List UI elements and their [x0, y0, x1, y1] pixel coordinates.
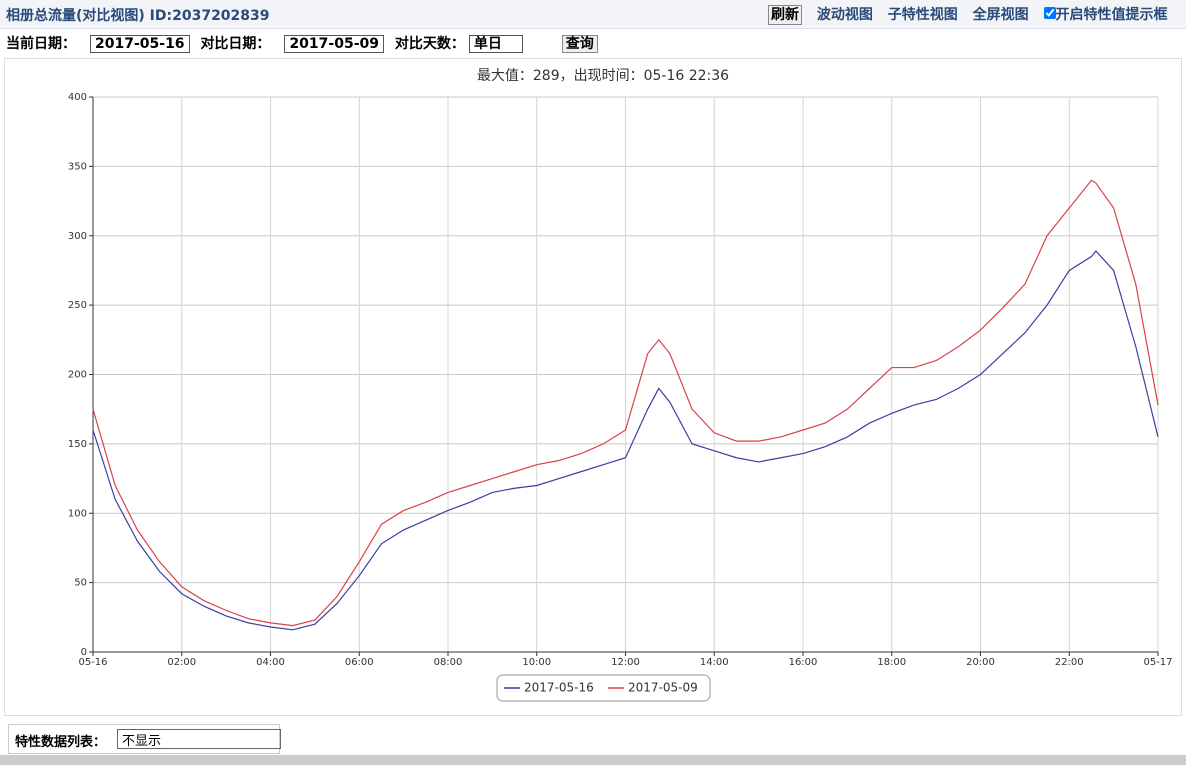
page-title: 相册总流量(对比视图) ID:2037202839 — [6, 8, 270, 24]
x-tick-label: 02:00 — [167, 657, 196, 668]
y-tick-label: 100 — [68, 508, 87, 519]
x-tick-label: 04:00 — [256, 657, 285, 668]
chart: 最大值：289，出现时间：05-16 22:36 0 50 100 150 200 250… — [68, 68, 1173, 702]
y-tick-label: 0 — [81, 647, 87, 658]
chart-panel — [4, 58, 1182, 716]
label: 对比日期： — [200, 36, 271, 52]
footer-label: 特性数据列表： — [15, 735, 107, 750]
x-tick-label: 18:00 — [877, 657, 906, 668]
y-tick-label: 50 — [74, 578, 87, 589]
tooltip-checkbox[interactable] — [1043, 7, 1056, 19]
label: 当前日期： — [6, 36, 76, 52]
x-tick-label: 05-17 — [1143, 657, 1172, 668]
line-series — [92, 179, 1159, 627]
x-tick-label: 16:00 — [789, 657, 818, 668]
view-link[interactable]: 波动视图 — [816, 7, 873, 23]
controls: 当前日期： 2017-05-16 对比日期： 2017-05-09 对比天数： 单日 … — [6, 33, 598, 53]
list-select[interactable]: 不显示 — [117, 729, 281, 749]
view-link[interactable]: 子特性视图 — [887, 7, 958, 23]
checkbox-label: 开启特性值提示框 — [1055, 7, 1168, 23]
y-tick-label: 300 — [68, 231, 87, 242]
x-tick-label: 14:00 — [700, 657, 729, 668]
view-link[interactable]: 全屏视图 — [972, 7, 1029, 23]
top-bar: 相册总流量(对比视图) ID:2037202839 刷新 波动视图 子特性视图 … — [0, 0, 1186, 29]
footer: 特性数据列表： 不显示 — [8, 724, 281, 754]
chart-subtitle: 最大值：289，出现时间：05-16 22:36 — [477, 68, 729, 84]
x-tick-label: 05-16 — [78, 657, 107, 668]
y-tick-label: 400 — [68, 92, 87, 103]
scroll-bar — [0, 755, 1186, 765]
date-input[interactable]: 2017-05-16 — [90, 35, 190, 53]
x-tick-label: 06:00 — [345, 657, 374, 668]
label: 对比天数： — [394, 36, 465, 52]
date-input[interactable]: 2017-05-09 — [284, 35, 384, 53]
y-tick-label: 150 — [68, 439, 87, 450]
x-tick-label: 10:00 — [522, 657, 551, 668]
x-tick-label: 22:00 — [1055, 657, 1084, 668]
y-tick-label: 350 — [68, 161, 87, 172]
x-tick-label: 20:00 — [966, 657, 995, 668]
legend-box — [496, 674, 711, 702]
x-tick-label: 08:00 — [434, 657, 463, 668]
y-tick-label: 250 — [68, 300, 87, 311]
y-tick-label: 200 — [68, 370, 87, 381]
legend-label: 2017-05-16 — [524, 681, 594, 695]
line-series — [92, 250, 1159, 631]
x-tick-label: 12:00 — [611, 657, 640, 668]
legend-label: 2017-05-09 — [628, 681, 698, 695]
toolbar: 刷新 波动视图 子特性视图 全屏视图 开启特性值提示框 — [768, 4, 1178, 25]
refresh-button[interactable]: 刷新 — [768, 5, 802, 25]
query-button[interactable]: 查询 — [561, 35, 598, 53]
days-select[interactable]: 单日 — [468, 35, 523, 53]
